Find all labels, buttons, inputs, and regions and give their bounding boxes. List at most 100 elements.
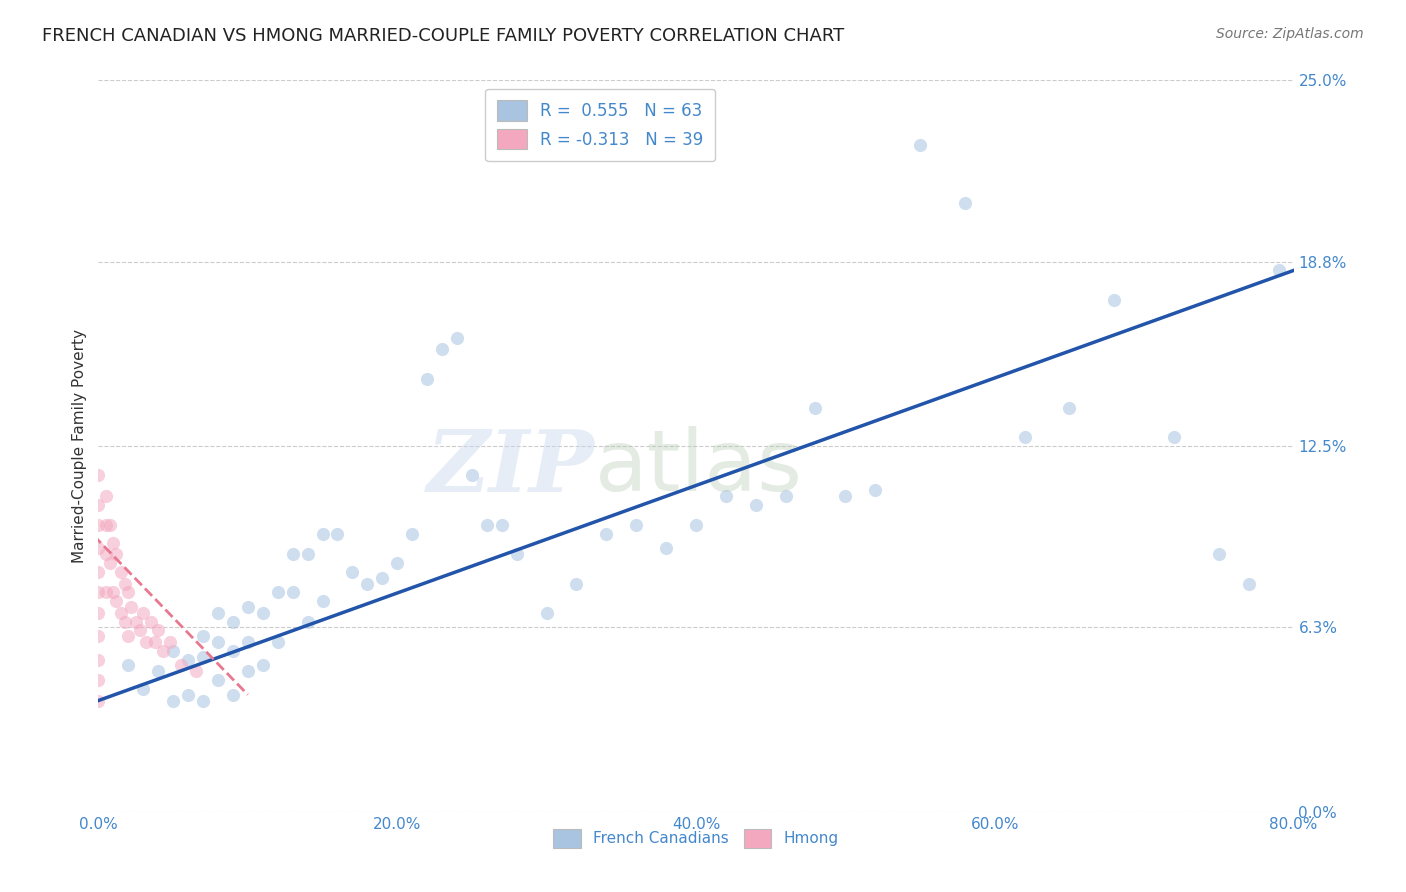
Point (565, 576, 588, 591)
Point (745, 498, 768, 512)
Point (117, 658, 139, 673)
Point (1208, 547, 1230, 561)
Point (222, 644, 245, 658)
Point (1267, 263, 1289, 277)
Point (103, 585, 125, 599)
Point (148, 665, 170, 679)
Point (252, 658, 274, 673)
Point (685, 518, 707, 533)
Point (94, 518, 117, 533)
Point (267, 585, 290, 599)
Point (191, 629, 214, 643)
Point (446, 331, 468, 345)
Point (311, 526, 333, 541)
Point (281, 585, 304, 599)
Point (222, 688, 245, 702)
Point (184, 665, 207, 679)
Point (191, 649, 214, 664)
Point (326, 526, 349, 541)
Point (125, 615, 148, 629)
Point (87, 468, 110, 483)
Point (834, 489, 856, 503)
Point (281, 547, 304, 561)
Point (87, 565, 110, 579)
Point (236, 599, 259, 614)
Point (105, 594, 128, 608)
Point (356, 576, 378, 591)
Point (1104, 293, 1126, 307)
Point (714, 489, 737, 503)
Point (385, 556, 409, 570)
Point (1163, 430, 1185, 444)
Point (120, 599, 142, 614)
Point (207, 673, 229, 687)
Point (1059, 401, 1081, 415)
Point (87, 629, 110, 643)
Point (162, 644, 184, 658)
Y-axis label: Married-Couple Family Poverty: Married-Couple Family Poverty (72, 329, 87, 563)
Point (114, 576, 136, 591)
Point (1237, 576, 1260, 591)
Point (143, 635, 166, 649)
Point (207, 635, 229, 649)
Point (297, 615, 319, 629)
Point (297, 547, 319, 561)
Point (595, 526, 617, 541)
Point (236, 635, 259, 649)
Point (177, 652, 200, 666)
Point (87, 585, 110, 599)
Point (865, 483, 887, 497)
Point (129, 624, 152, 638)
Point (94, 547, 117, 561)
Text: ZIP: ZIP (426, 426, 595, 509)
Point (110, 565, 132, 579)
Point (342, 565, 364, 579)
Point (169, 658, 191, 673)
Point (98, 556, 122, 570)
Point (132, 606, 155, 620)
Point (87, 498, 110, 512)
Point (536, 606, 558, 620)
Point (117, 629, 139, 643)
Point (87, 673, 110, 687)
Point (252, 606, 274, 620)
Point (775, 489, 797, 503)
Point (267, 635, 290, 649)
Point (132, 681, 155, 696)
Point (371, 571, 394, 585)
Point (908, 137, 931, 152)
Point (430, 343, 453, 357)
Point (626, 518, 648, 533)
Point (222, 615, 245, 629)
Point (1014, 430, 1036, 444)
Point (94, 489, 117, 503)
Point (87, 693, 110, 707)
Point (506, 547, 529, 561)
Legend: French Canadians, Hmong: French Canadians, Hmong (546, 822, 846, 855)
Point (804, 401, 827, 415)
Point (148, 624, 170, 638)
Point (98, 518, 122, 533)
Point (416, 372, 439, 386)
Point (475, 518, 498, 533)
Point (117, 585, 139, 599)
Point (207, 606, 229, 620)
Point (94, 585, 117, 599)
Point (162, 693, 184, 707)
Point (105, 547, 128, 561)
Text: Source: ZipAtlas.com: Source: ZipAtlas.com (1216, 27, 1364, 41)
Point (177, 688, 200, 702)
Point (461, 468, 484, 483)
Point (491, 518, 513, 533)
Point (135, 635, 157, 649)
Point (953, 196, 976, 211)
Point (114, 615, 136, 629)
Text: atlas: atlas (595, 426, 803, 509)
Point (139, 615, 162, 629)
Text: FRENCH CANADIAN VS HMONG MARRIED-COUPLE FAMILY POVERTY CORRELATION CHART: FRENCH CANADIAN VS HMONG MARRIED-COUPLE … (42, 27, 845, 45)
Point (655, 541, 678, 556)
Point (401, 526, 423, 541)
Point (103, 535, 125, 549)
Point (191, 693, 214, 707)
Point (311, 594, 333, 608)
